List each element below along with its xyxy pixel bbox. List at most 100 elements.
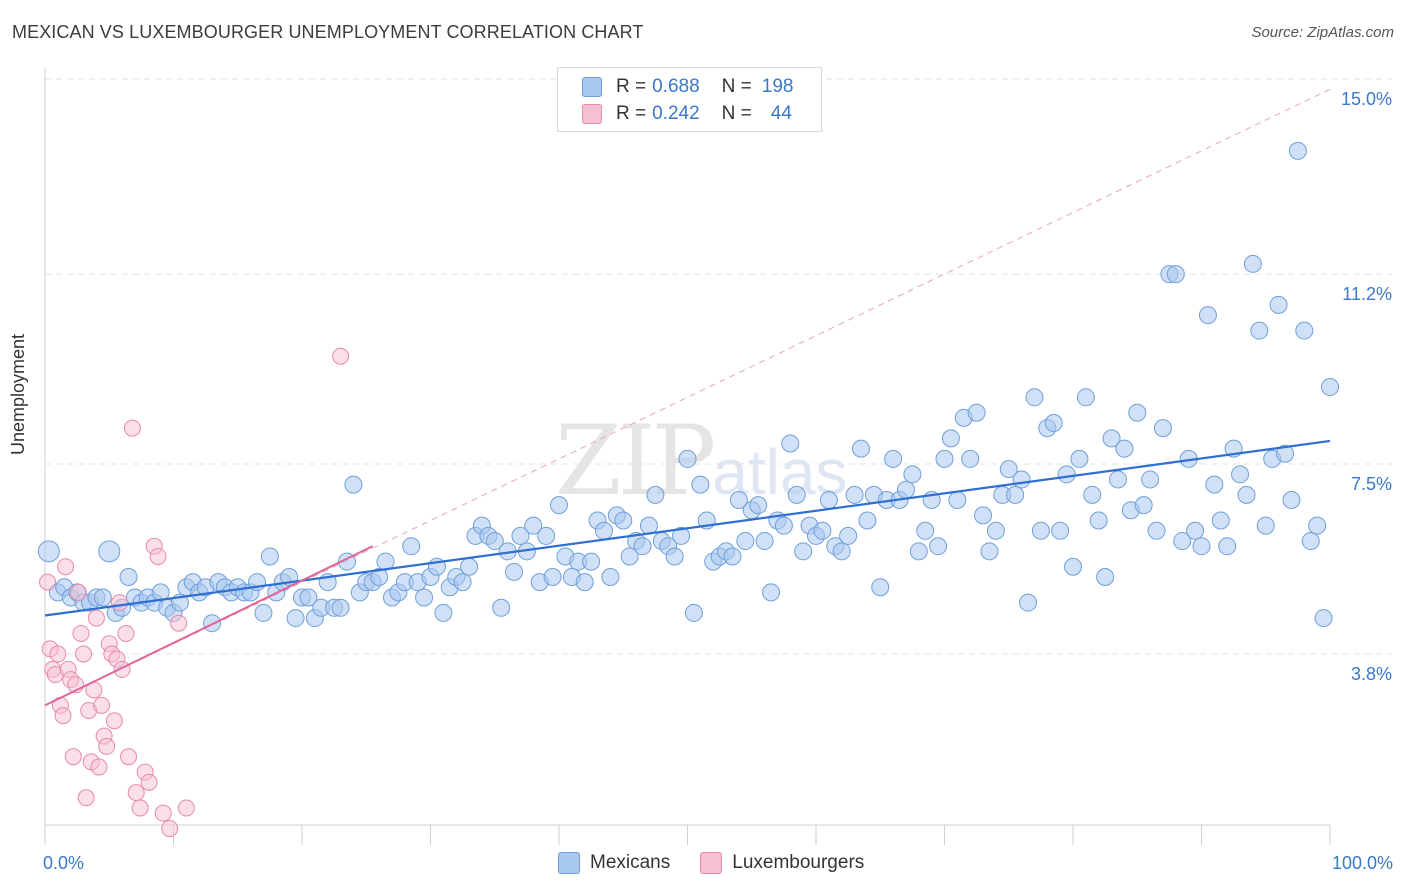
mexicans-point [794,542,813,561]
mexicans-point [1314,609,1333,628]
mexicans-point [119,567,138,586]
mexicans-point [787,485,806,504]
mexicans-point [1231,465,1250,484]
mexicans-point [550,496,568,515]
luxembourgers-point [154,804,172,822]
legend-row-luxembourgers: R = 0.242 N = 44 [582,101,792,127]
luxembourgers-points [39,347,350,838]
mexicans-point [1089,511,1108,530]
mexicans-point [851,439,870,458]
mexicans-point [93,588,112,607]
luxembourgers-point [64,748,82,766]
mexicans-point [299,588,318,607]
legend-label-luxembourgers: Luxembourgers [732,852,865,873]
mexicans-point [974,506,993,525]
mexicans-point [511,526,530,545]
mexicans-point [1166,265,1185,284]
mexicans-point [813,521,832,540]
mexicans-point [1025,388,1044,407]
luxembourgers-point [77,789,95,807]
luxembourgers-point [131,799,149,817]
legend-r-label: R = [616,76,647,97]
mexicans-point [402,537,421,556]
chart-title: MEXICAN VS LUXEMBOURGER UNEMPLOYMENT COR… [12,22,644,42]
mexicans-point [594,521,613,540]
luxembourgers-point [75,645,93,663]
luxembourgers-trend-line [44,545,374,707]
mexicans-point [1031,521,1050,540]
mexicans-point [1141,470,1160,489]
mexicans-point [729,490,748,509]
luxembourgers-point [105,712,123,730]
legend-item-mexicans[interactable]: Mexicans [558,852,670,874]
mexicans-point [260,547,279,566]
mexicans-point [884,449,903,468]
luxembourgers-point [177,799,195,817]
mexicans-point [1321,378,1339,397]
mexicans-point [858,511,877,530]
mexicans-point [1237,485,1256,504]
mexicans-point [948,490,967,509]
mexicans-point [755,532,774,551]
luxembourgers-point [120,748,138,766]
mexicans-point [672,526,691,545]
mexicans-point [909,542,928,561]
mexicans-point [665,547,684,566]
mexicans-point [524,516,543,535]
mexicans-point [1288,141,1307,160]
tick-labels: 3.8% 7.5% 11.2% 15.0% 0.0% 100.0% [43,89,1393,873]
mexicans-point [575,573,594,592]
mexicans-point [1192,537,1211,556]
luxembourgers-point [170,614,188,632]
mexicans-point [1301,532,1320,551]
mexicans-point [1282,490,1301,509]
legend-r-label: R = [616,103,647,124]
mexicans-point [1076,388,1095,407]
mexicans-point [691,475,710,494]
mexicans-point [1115,439,1134,458]
mexicans-point [781,434,800,453]
mexicans-point [415,588,434,607]
mexicans-point [1057,465,1076,484]
x-tick-label: 0.0% [43,853,84,873]
mexicans-point [1218,537,1237,556]
luxembourgers-point [127,784,145,802]
legend-r-value: 0.242 [652,103,700,124]
luxembourgers-point [111,594,129,612]
mexicans-point [460,557,479,576]
mexicans-point [774,516,793,535]
axes [44,68,1331,845]
legend-item-luxembourgers[interactable]: Luxembourgers [700,852,864,874]
mexicans-point [1250,321,1269,340]
mexicans-point [941,429,960,448]
mexicans-trend-line [44,439,1331,617]
mexicans-point [762,583,781,602]
legend-n-label: N = [721,76,752,97]
mexicans-point [434,603,453,622]
mexicans-point [370,567,389,586]
mexicans-point [1243,254,1262,273]
legend-n-label: N = [721,103,752,124]
legend-swatch-mexicans [582,77,602,97]
mexicans-point [1102,429,1121,448]
legend-row-mexicans: R = 0.688 N = 198 [582,74,793,100]
y-tick-label: 11.2% [1342,284,1392,304]
mexicans-point [986,521,1005,540]
legend-r-value: 0.688 [652,76,700,97]
mexicans-point [935,449,954,468]
mexicans-point [1186,521,1205,540]
luxembourgers-point [72,624,90,642]
mexicans-point [1012,470,1031,489]
mexicans-point [492,598,511,617]
mexicans-point [871,578,890,597]
mexicans-point [1256,516,1275,535]
mexicans-point [961,449,980,468]
legend-n-value: 198 [761,76,794,97]
mexicans-point [1205,475,1224,494]
mexicans-point [684,603,703,622]
luxembourgers-point [117,624,135,642]
mexicans-point [505,562,524,581]
legend-swatch-luxembourgers [700,852,723,874]
mexicans-point [1051,521,1070,540]
source-credit: Source: ZipAtlas.com [1251,24,1394,41]
